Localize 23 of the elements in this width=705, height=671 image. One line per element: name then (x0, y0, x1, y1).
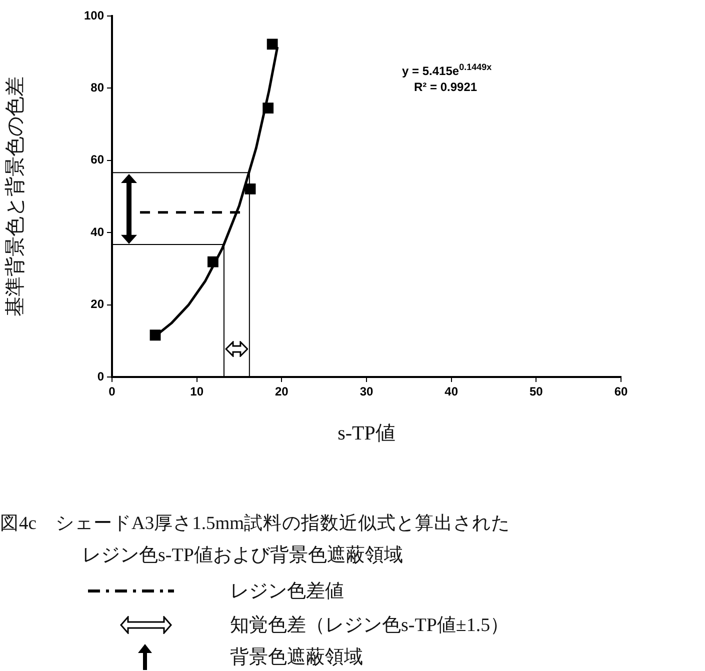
x-tick-label: 20 (274, 384, 289, 399)
y-tick-label: 80 (90, 80, 104, 95)
y-tick-label: 20 (90, 297, 104, 312)
x-tick-label: 30 (360, 384, 374, 399)
x-tick-label: 10 (190, 384, 204, 399)
text: 背景色遮蔽領域 (230, 646, 363, 670)
text: 知覚色差（レジン色s-TP値±1.5） (230, 614, 510, 638)
x-tick-label: 50 (529, 384, 544, 399)
annotation: R² = 0.9921 (414, 80, 478, 94)
point (266, 38, 278, 50)
y-axis-title: 基準背景色と背景色の色差 (4, 76, 26, 316)
x-tick-label: 40 (444, 384, 458, 399)
caption: 図4c シェードA3厚さ1.5mm試料の指数近似式と算出された (0, 512, 510, 535)
y-tick-label: 40 (90, 224, 104, 239)
text: レジン色差値 (230, 580, 344, 604)
text: レジン色s-TP値および背景色遮蔽領域 (82, 544, 403, 568)
x-axis-title: s-TP値 (338, 422, 396, 444)
x-tick-label: 0 (108, 384, 116, 399)
y-tick-label: 60 (90, 152, 104, 167)
y-tick-label: 100 (84, 8, 104, 22)
y-tick-label: 0 (97, 369, 104, 384)
x-tick-label: 60 (614, 384, 628, 399)
annotation: y = 5.415e$^{0.1449x}$ (402, 62, 492, 78)
